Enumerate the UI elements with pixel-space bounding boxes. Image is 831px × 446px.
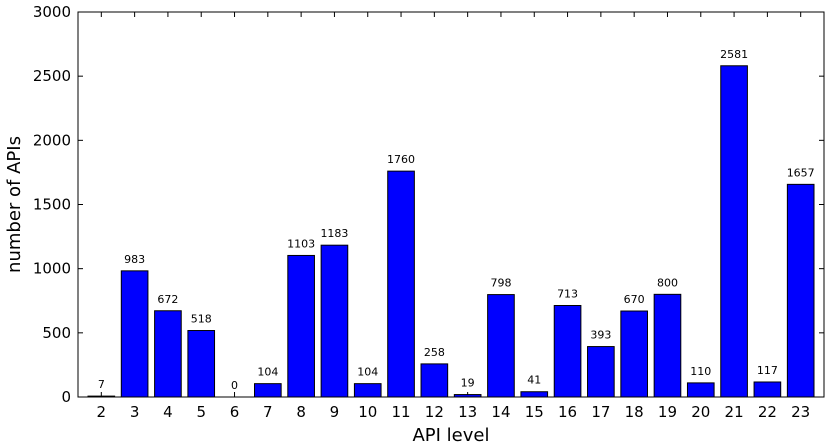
bar-api-5 xyxy=(187,330,216,398)
plot-frame xyxy=(77,11,825,398)
data-labels: 7 983 672 518 0 104 1103 1183 104 1760 258 19 798 41 7… xyxy=(98,48,815,392)
x-tick-label: 20 xyxy=(691,403,710,421)
bar-api-21 xyxy=(720,65,748,398)
data-label-api-8: 1103 xyxy=(287,237,315,250)
y-tick-label: 1500 xyxy=(33,196,71,214)
data-label-api-13: 19 xyxy=(461,377,475,390)
bar-api-22 xyxy=(753,381,782,398)
x-tick-label: 7 xyxy=(263,403,273,421)
bar-api-4 xyxy=(154,310,182,398)
x-tick-label: 16 xyxy=(558,403,577,421)
x-tick-label: 13 xyxy=(458,403,477,421)
x-tick-label: 11 xyxy=(391,403,410,421)
data-label-api-23: 1657 xyxy=(787,166,815,179)
x-tick-label: 6 xyxy=(230,403,240,421)
bar-api-14 xyxy=(487,294,515,398)
data-label-api-20: 110 xyxy=(690,365,711,378)
data-label-api-2: 7 xyxy=(98,378,105,391)
x-tick-label: 5 xyxy=(196,403,206,421)
y-tick-label: 500 xyxy=(42,324,71,342)
x-axis-title: API level xyxy=(412,425,489,446)
x-tick-label: 15 xyxy=(525,403,544,421)
bars xyxy=(87,65,815,398)
bar-api-17 xyxy=(587,346,615,398)
data-label-api-7: 104 xyxy=(257,366,278,379)
bar-api-8 xyxy=(287,254,315,398)
bar-api-20 xyxy=(686,382,715,398)
y-tick-label: 0 xyxy=(61,388,71,406)
data-label-api-22: 117 xyxy=(757,364,778,377)
x-tick-label: 19 xyxy=(658,403,677,421)
data-label-api-10: 104 xyxy=(357,366,378,379)
data-label-api-15: 41 xyxy=(527,374,541,387)
bar-api-11 xyxy=(387,170,415,398)
x-tick-label: 12 xyxy=(425,403,444,421)
x-tick-label: 2 xyxy=(97,403,107,421)
data-label-api-6: 0 xyxy=(231,379,238,392)
y-tick-label: 2000 xyxy=(33,131,71,149)
bar-api-7 xyxy=(254,383,282,398)
y-tick-label: 2500 xyxy=(33,67,71,85)
bar-api-3 xyxy=(120,270,149,398)
data-label-api-11: 1760 xyxy=(387,153,415,166)
x-tick-label: 17 xyxy=(591,403,610,421)
data-label-api-21: 2581 xyxy=(720,48,748,61)
data-label-api-17: 393 xyxy=(590,329,611,342)
bar-api-15 xyxy=(520,391,549,398)
bar-api-9 xyxy=(320,244,349,398)
bar-api-23 xyxy=(786,183,815,398)
bar-api-16 xyxy=(553,304,582,398)
data-label-api-19: 800 xyxy=(657,276,678,289)
data-label-api-3: 983 xyxy=(124,253,145,266)
y-axis-ticks: 0 500 1000 1500 2000 2500 3000 xyxy=(33,3,824,406)
x-tick-label: 8 xyxy=(296,403,306,421)
x-tick-label: 10 xyxy=(358,403,377,421)
x-axis-ticks: 2 3 4 5 6 7 8 9 10 11 12 13 14 15 16 17 18 19 20 21 22 23 xyxy=(97,12,810,421)
y-tick-label: 1000 xyxy=(33,260,71,278)
data-label-api-12: 258 xyxy=(424,346,445,359)
x-tick-label: 18 xyxy=(625,403,644,421)
bar-api-18 xyxy=(620,310,648,398)
data-label-api-4: 672 xyxy=(157,293,178,306)
y-tick-label: 3000 xyxy=(33,3,71,21)
y-axis-title: number of APIs xyxy=(4,136,25,273)
x-tick-label: 3 xyxy=(130,403,140,421)
x-tick-label: 22 xyxy=(758,403,777,421)
data-label-api-18: 670 xyxy=(624,293,645,306)
x-tick-label: 14 xyxy=(491,403,510,421)
bar-api-12 xyxy=(420,363,449,398)
data-label-api-14: 798 xyxy=(490,277,511,290)
data-label-api-16: 713 xyxy=(557,287,578,300)
x-tick-label: 23 xyxy=(791,403,810,421)
x-tick-label: 21 xyxy=(725,403,744,421)
data-label-api-9: 1183 xyxy=(320,227,348,240)
data-label-api-5: 518 xyxy=(191,313,212,326)
x-tick-label: 4 xyxy=(163,403,173,421)
bar-api-19 xyxy=(653,293,682,398)
bar-api-10 xyxy=(353,383,382,398)
x-tick-label: 9 xyxy=(330,403,340,421)
